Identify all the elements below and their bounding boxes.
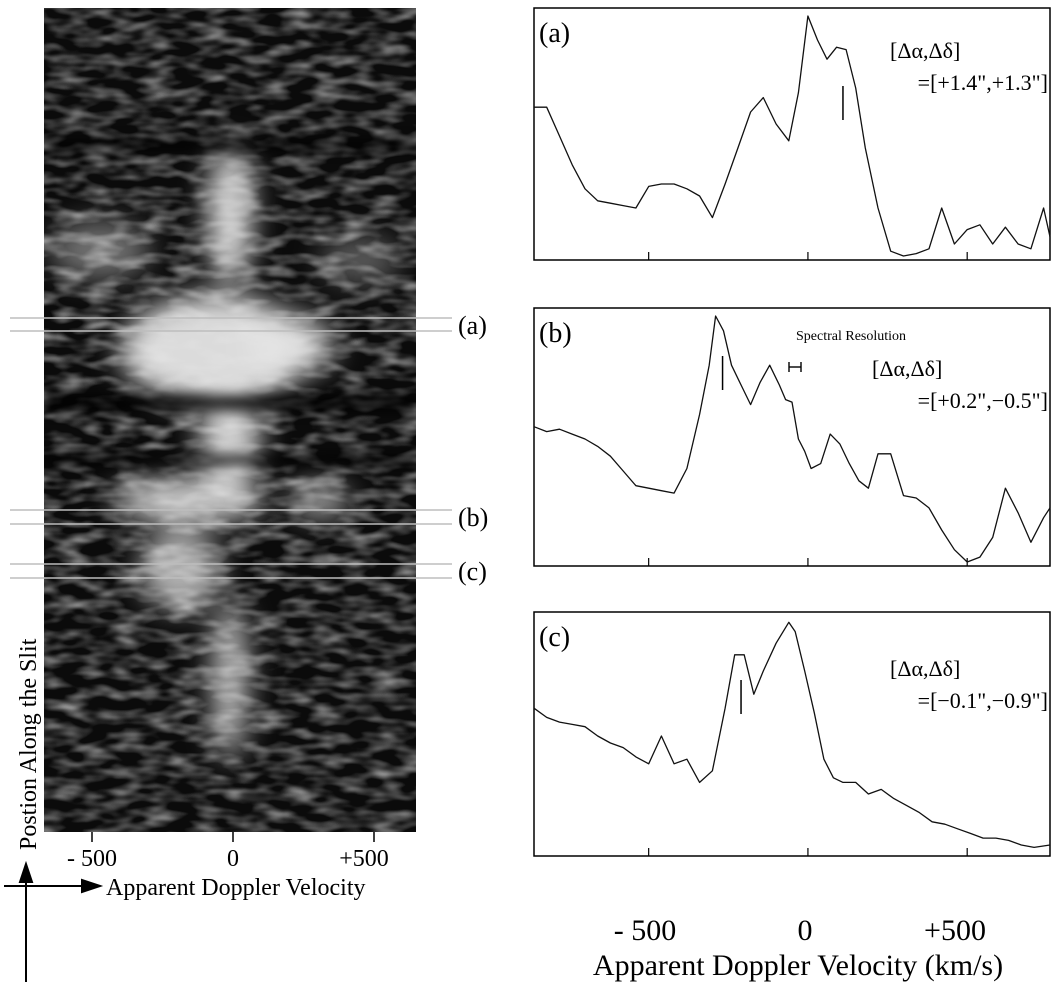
spectrum-line	[533, 315, 1051, 563]
cut-label-a: (a)	[458, 311, 487, 340]
spectral-resolution-bar	[788, 362, 802, 372]
pv-diagram-image	[44, 8, 416, 832]
cut-label-c: (c)	[458, 557, 487, 586]
slit-cut-lines	[10, 317, 452, 579]
panel-frame	[533, 611, 1051, 857]
right-xtick-label: 0	[798, 914, 813, 947]
panel-label: (b)	[539, 318, 572, 349]
panel-label: (c)	[539, 622, 570, 653]
right-xtick-label: +500	[924, 914, 986, 947]
spectrum-line	[534, 15, 1051, 257]
spectral-resolution-label: Spectral Resolution	[796, 329, 906, 344]
panel-label: (a)	[539, 18, 570, 49]
left-xtick-label: +500	[339, 846, 389, 872]
panel-frame	[533, 7, 1051, 261]
offset-annotation-value: =[−0.1",−0.9"]	[918, 688, 1048, 713]
axis-arrows	[4, 860, 104, 982]
spectrum-panel-a: (a) [Δα,Δδ] =[+1.4",+1.3"]	[533, 7, 1051, 261]
left-xticks	[91, 832, 375, 842]
left-xlabel: Apparent Doppler Velocity	[106, 875, 366, 901]
offset-annotation-value: =[+1.4",+1.3"]	[918, 70, 1048, 95]
spectrum-panel-b: (b) [Δα,Δδ] =[+0.2",−0.5"]	[533, 307, 1051, 567]
offset-annotation-label: [Δα,Δδ]	[890, 656, 960, 681]
offset-annotation-label: [Δα,Δδ]	[872, 356, 942, 381]
left-ylabel: Postion Along the Slit	[16, 638, 42, 850]
cut-label-b: (b)	[458, 503, 488, 532]
offset-annotation-value: =[+0.2",−0.5"]	[918, 388, 1048, 413]
spectrum-line	[533, 621, 1051, 849]
offset-annotation-label: [Δα,Δδ]	[890, 38, 960, 63]
left-xtick-label: 0	[227, 846, 239, 872]
spectra-panels: (a) [Δα,Δδ] =[+1.4",+1.3"] (b) [Δα,Δδ] =[+0.2…	[533, 7, 1051, 857]
left-xtick-label: - 500	[67, 846, 117, 872]
right-xlabel: Apparent Doppler Velocity (km/s)	[593, 949, 1003, 982]
right-xtick-label: - 500	[614, 914, 677, 947]
panel-frame	[533, 307, 1051, 567]
spectrum-panel-c: (c) [Δα,Δδ] =[−0.1",−0.9"]	[533, 611, 1051, 857]
